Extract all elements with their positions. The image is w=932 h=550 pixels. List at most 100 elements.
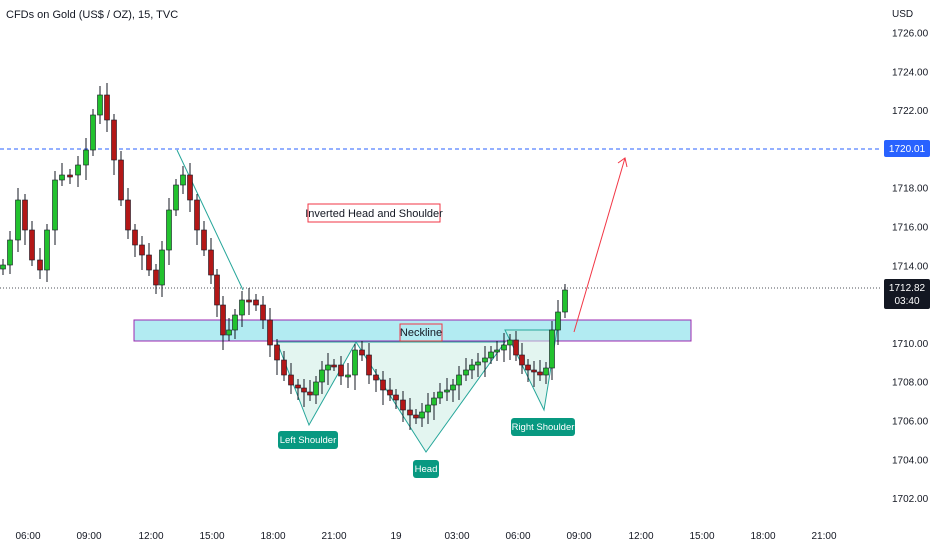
candle-down	[373, 374, 379, 381]
price-tick-label: 1726.00	[892, 29, 929, 40]
candle-up	[555, 311, 561, 331]
neckline-label-box[interactable]: Neckline	[399, 323, 443, 342]
candle-up	[488, 351, 494, 359]
candle-down	[295, 384, 301, 389]
candle-down	[288, 374, 294, 386]
time-tick-label: 09:00	[566, 531, 591, 542]
candle-down	[187, 174, 193, 201]
candle-down	[214, 274, 220, 306]
candle-up	[543, 367, 549, 376]
price-tick-label: 1702.00	[892, 494, 929, 505]
trend-line[interactable]	[176, 149, 244, 291]
candle-up	[501, 344, 507, 351]
candle-down	[366, 354, 372, 376]
price-tick-label: 1704.00	[892, 455, 929, 466]
left-shoulder-text: Left Shoulder	[280, 435, 337, 446]
candle-down	[253, 299, 259, 306]
price-tick-label: 1708.00	[892, 378, 929, 389]
svg-text:1720.01: 1720.01	[889, 144, 926, 155]
candle-down	[387, 389, 393, 396]
candle-up	[345, 374, 351, 378]
time-tick-label: 18:00	[260, 531, 285, 542]
time-tick-label: 12:00	[628, 531, 653, 542]
candle-down	[125, 199, 131, 231]
time-tick-label: 09:00	[76, 531, 101, 542]
candle-up	[325, 364, 331, 371]
price-tick-label: 1706.00	[892, 417, 929, 428]
candle-up	[52, 179, 58, 231]
candle-up	[507, 339, 513, 346]
candle-down	[338, 364, 344, 377]
candle-down	[118, 159, 124, 201]
time-tick-label: 03:00	[444, 531, 469, 542]
price-axis[interactable]: USD 1726.001724.001722.001720.001718.001…	[892, 9, 929, 505]
candle-down	[139, 244, 145, 256]
candle-down	[246, 299, 252, 303]
price-tick-label: 1718.00	[892, 184, 929, 195]
candle-down	[267, 319, 273, 346]
time-tick-label: 06:00	[505, 531, 530, 542]
candle-up	[97, 94, 103, 116]
candle-up	[562, 289, 568, 313]
bar-countdown: 03:40	[894, 296, 919, 307]
price-tick-label: 1724.00	[892, 67, 929, 78]
candle-down	[274, 344, 280, 361]
time-tick-label: 06:00	[15, 531, 40, 542]
candle-down	[331, 364, 337, 368]
head-text: Head	[415, 464, 438, 475]
candle-up	[482, 357, 488, 363]
time-tick-label: 15:00	[689, 531, 714, 542]
time-tick-label: 18:00	[750, 531, 775, 542]
candle-down	[307, 391, 313, 396]
candle-up	[437, 391, 443, 399]
candle-up	[44, 229, 50, 271]
target-arrow[interactable]	[573, 157, 628, 333]
price-tick-label: 1714.00	[892, 261, 929, 272]
candle-down	[201, 229, 207, 251]
candle-down	[22, 199, 28, 231]
time-tick-label: 19	[390, 531, 402, 542]
candle-down	[37, 259, 43, 271]
candle-down	[146, 254, 152, 271]
candle-up	[90, 114, 96, 151]
chart-title: CFDs on Gold (US$ / OZ), 15, TVC	[6, 9, 179, 21]
candle-up	[7, 239, 13, 266]
pattern-title-box[interactable]: Inverted Head and Shoulder	[305, 203, 443, 223]
candle-down	[537, 371, 543, 376]
time-tick-label: 21:00	[811, 531, 836, 542]
time-tick-label: 21:00	[321, 531, 346, 542]
candle-up	[0, 264, 6, 270]
candle-down	[281, 359, 287, 376]
candle-up	[313, 381, 319, 396]
left-shoulder-label[interactable]: Left Shoulder	[278, 431, 338, 449]
candle-down	[359, 349, 365, 356]
candle-down	[519, 354, 525, 366]
candle-up	[419, 411, 425, 419]
time-axis[interactable]: 06:00 09:00 12:00 15:00 18:00 21:00 19 03:00 06:…	[15, 531, 836, 542]
candle-down	[393, 394, 399, 401]
candle-up	[475, 361, 481, 366]
pattern-title: Inverted Head and Shoulder	[305, 208, 443, 220]
candle-up	[83, 149, 89, 166]
candle-up	[494, 349, 500, 353]
current-price-tag: 1712.82 03:40	[884, 279, 930, 309]
time-tick-label: 12:00	[138, 531, 163, 542]
candle-down	[132, 229, 138, 246]
candle-up	[159, 249, 165, 286]
candle-down	[513, 339, 519, 356]
candle-up	[463, 369, 469, 376]
candle-up	[425, 404, 431, 413]
candle-down	[194, 199, 200, 231]
candle-up	[456, 374, 462, 386]
candle-up	[352, 349, 358, 376]
candle-down	[400, 399, 406, 411]
head-label[interactable]: Head	[413, 460, 439, 478]
candle-down	[380, 379, 386, 391]
right-shoulder-label[interactable]: Right Shoulder	[511, 418, 575, 436]
candle-down	[525, 364, 531, 371]
svg-text:1712.82: 1712.82	[889, 283, 926, 294]
candle-up	[180, 174, 186, 186]
candle-up	[444, 389, 450, 393]
candle-down	[301, 387, 307, 393]
